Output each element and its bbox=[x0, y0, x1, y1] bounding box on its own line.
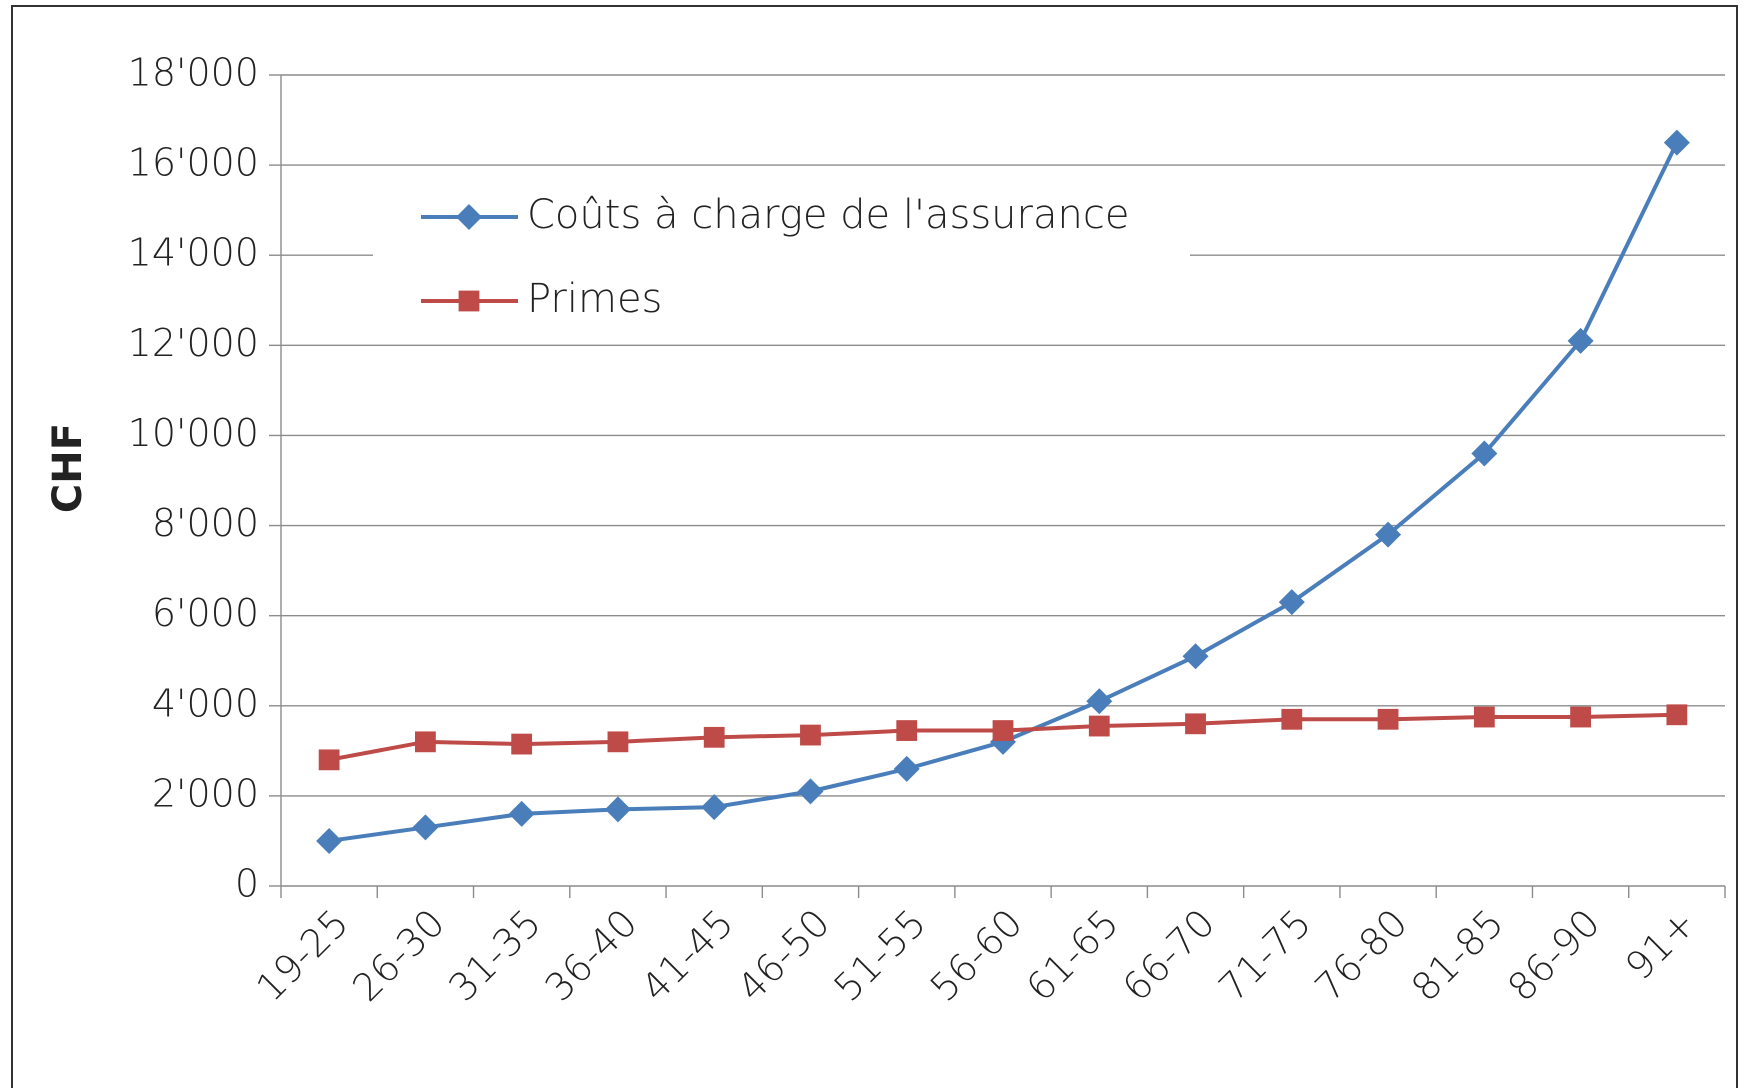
diamond-marker bbox=[893, 755, 920, 782]
x-tick-label: 26-30 bbox=[344, 901, 453, 1010]
diamond-marker bbox=[316, 827, 343, 854]
diamond-marker bbox=[1086, 688, 1113, 715]
x-tick-label: 46-50 bbox=[729, 901, 838, 1010]
square-marker bbox=[1185, 713, 1206, 735]
square-marker bbox=[1088, 715, 1110, 737]
x-tick-label: 91+ bbox=[1617, 901, 1705, 989]
diamond-marker bbox=[701, 794, 728, 821]
square-marker bbox=[458, 290, 480, 312]
square-marker bbox=[703, 726, 725, 748]
square-marker bbox=[415, 731, 436, 753]
diamond-marker bbox=[1375, 521, 1402, 548]
legend-label: Primes bbox=[527, 276, 662, 322]
x-tick-label: 66-70 bbox=[1114, 901, 1223, 1010]
square-marker bbox=[318, 749, 340, 771]
x-tick-label: 41-45 bbox=[633, 901, 742, 1010]
x-tick-label: 36-40 bbox=[537, 901, 646, 1010]
diamond-marker bbox=[604, 796, 631, 823]
diamond-marker bbox=[508, 800, 535, 827]
y-tick-label: 14'000 bbox=[128, 231, 259, 275]
x-tick-label: 19-25 bbox=[248, 901, 357, 1010]
x-tick-label: 76-80 bbox=[1307, 901, 1416, 1010]
legend-label: Coûts à charge de l'assurance bbox=[527, 192, 1129, 238]
y-tick-label: 10'000 bbox=[128, 411, 259, 455]
y-tick-label: 4'000 bbox=[152, 681, 259, 725]
x-tick-label: 86-90 bbox=[1499, 901, 1608, 1010]
square-marker bbox=[896, 720, 918, 741]
x-tick-label: 51-55 bbox=[825, 901, 934, 1010]
square-marker bbox=[511, 733, 533, 755]
square-marker bbox=[800, 724, 821, 746]
y-tick-label: 8'000 bbox=[152, 501, 259, 545]
square-marker bbox=[1473, 706, 1495, 728]
y-tick-label: 12'000 bbox=[128, 321, 259, 365]
y-tick-label: 18'000 bbox=[128, 51, 259, 95]
square-marker bbox=[607, 731, 629, 753]
diamond-marker bbox=[1182, 643, 1209, 670]
diamond-marker bbox=[456, 204, 482, 230]
diamond-marker bbox=[797, 778, 824, 805]
y-tick-label: 2'000 bbox=[152, 771, 259, 815]
diamond-marker bbox=[412, 814, 439, 841]
diamond-marker bbox=[1663, 129, 1690, 156]
square-marker bbox=[992, 720, 1014, 741]
x-tick-label: 31-35 bbox=[440, 901, 549, 1010]
diamond-marker bbox=[1567, 327, 1594, 354]
y-tick-label: 0 bbox=[235, 862, 259, 906]
frame bbox=[11, 5, 1738, 1088]
x-tick-label: 81-85 bbox=[1403, 901, 1512, 1010]
y-axis-label: CHF bbox=[45, 423, 91, 513]
y-tick-label: 16'000 bbox=[128, 141, 259, 185]
square-marker bbox=[1377, 708, 1399, 730]
diamond-marker bbox=[1471, 440, 1498, 467]
x-tick-label: 56-60 bbox=[922, 901, 1031, 1010]
square-marker bbox=[1570, 706, 1591, 728]
square-marker bbox=[1666, 704, 1688, 726]
y-tick-label: 6'000 bbox=[152, 591, 259, 635]
legend-box bbox=[373, 180, 1190, 340]
x-tick-label: 71-75 bbox=[1210, 901, 1319, 1010]
x-tick-label: 61-65 bbox=[1018, 901, 1127, 1010]
diamond-marker bbox=[1278, 589, 1305, 616]
square-marker bbox=[1281, 708, 1303, 730]
